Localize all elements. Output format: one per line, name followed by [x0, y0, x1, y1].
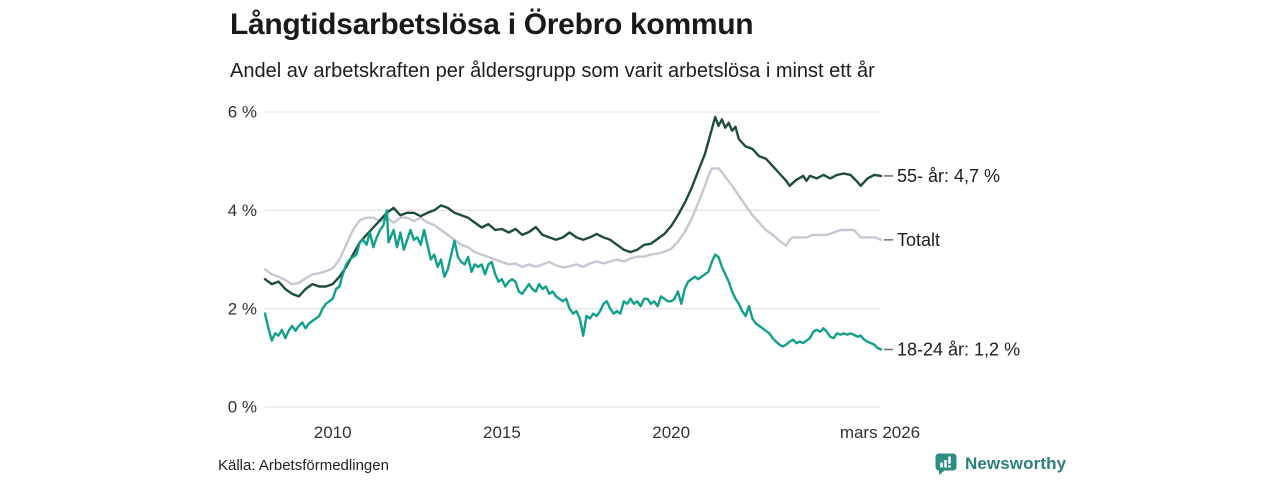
- series-end-label: 18-24 år: 1,2 %: [897, 339, 1020, 359]
- y-tick-label: 4 %: [228, 201, 257, 220]
- newsworthy-wordmark: Newsworthy: [965, 454, 1067, 473]
- source-text: Källa: Arbetsförmedlingen: [218, 457, 389, 474]
- series-end-label: 55- år: 4,7 %: [897, 166, 1000, 186]
- series-line-Totalt: [263, 167, 883, 286]
- bar-chart-glyph: [940, 456, 951, 468]
- series-line-18-24 år: [263, 209, 883, 351]
- x-tick-label: 2020: [652, 423, 690, 442]
- newsworthy-icon: [935, 453, 957, 475]
- y-tick-label: 0 %: [228, 398, 257, 417]
- x-tick-label: 2015: [483, 423, 521, 442]
- x-tick-label: 2010: [314, 423, 352, 442]
- x-tick-label: mars 2026: [840, 423, 920, 442]
- newsworthy-logo: Newsworthy: [934, 452, 1066, 476]
- page-title: Långtidsarbetslösa i Örebro kommun: [230, 8, 754, 41]
- series-line-55- år: [263, 115, 883, 298]
- y-tick-label: 2 %: [228, 299, 257, 318]
- y-tick-label: 6 %: [228, 103, 257, 122]
- chart-subtitle: Andel av arbetskraften per åldersgrupp s…: [230, 60, 875, 82]
- series-end-label: Totalt: [897, 230, 940, 250]
